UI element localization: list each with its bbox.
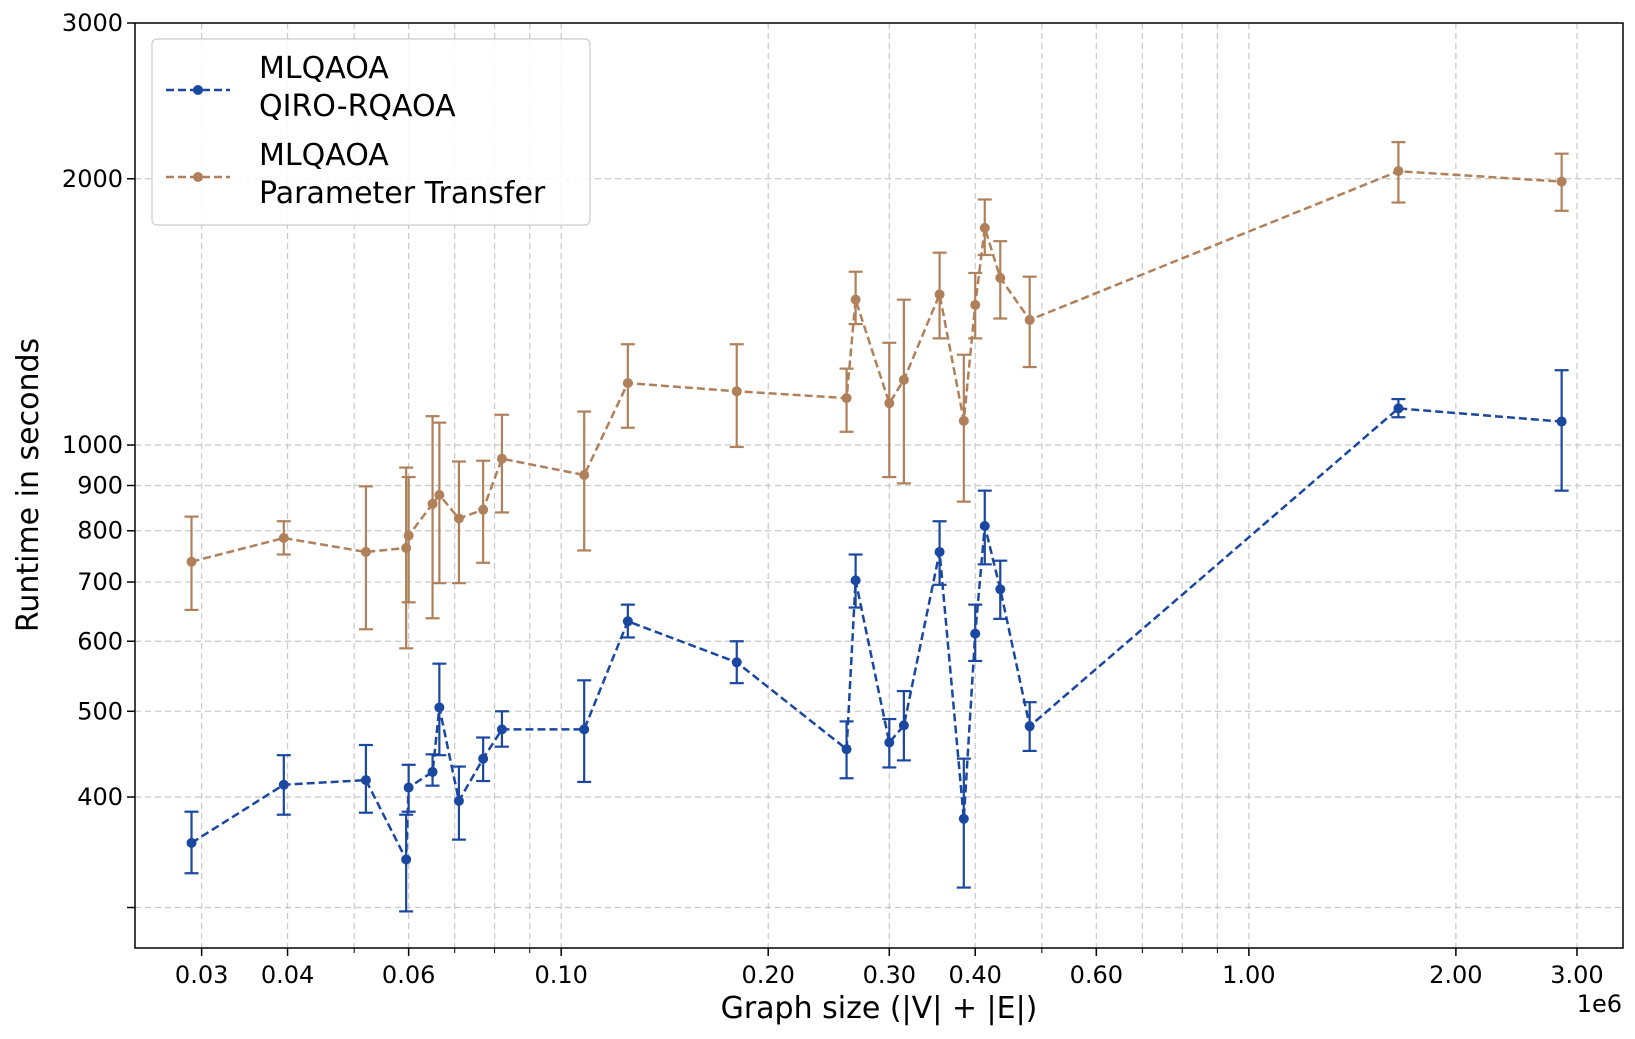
x-offset-label: 1e6 [1577, 990, 1622, 1018]
data-point [1393, 166, 1404, 177]
legend: MLQAOA QIRO-RQAOA MLQAOA Parameter Trans… [151, 38, 591, 226]
data-point [278, 779, 289, 790]
data-point [958, 813, 969, 824]
x-tick-label: 3.00 [1550, 961, 1603, 989]
data-point [1393, 403, 1404, 414]
data-point [1024, 314, 1035, 325]
x-tick-label: 0.30 [863, 961, 916, 989]
x-tick-label: 1.00 [1222, 961, 1275, 989]
legend-box [151, 38, 591, 226]
data-point [453, 795, 464, 806]
data-point [884, 398, 895, 409]
data-point [970, 299, 981, 310]
data-point [970, 628, 981, 639]
y-tick-label: 600 [77, 627, 123, 655]
data-point [403, 782, 414, 793]
x-tick-label: 0.20 [741, 961, 794, 989]
legend-entry-qiro-rqaoa: MLQAOA QIRO-RQAOA [166, 51, 456, 124]
series-0 [184, 369, 1569, 913]
data-point [841, 393, 852, 404]
data-point [478, 504, 489, 515]
data-point [278, 533, 289, 544]
x-tick-label: 0.03 [175, 961, 228, 989]
x-tick-label: 2.00 [1429, 961, 1482, 989]
legend-entry-parameter-transfer: MLQAOA Parameter Transfer [166, 138, 546, 211]
data-point [186, 837, 197, 848]
data-point [850, 575, 861, 586]
data-point [850, 294, 861, 305]
legend-label-line-2: Parameter Transfer [259, 176, 546, 211]
data-point [186, 556, 197, 567]
data-point [995, 272, 1006, 283]
data-point [898, 720, 909, 731]
data-point [622, 616, 633, 627]
y-tick-label: 3000 [62, 9, 123, 37]
data-point [360, 775, 371, 786]
data-point [496, 724, 507, 735]
y-tick-label: 900 [77, 472, 123, 500]
data-point [496, 453, 507, 464]
data-point [579, 469, 590, 480]
data-point [958, 415, 969, 426]
data-point [898, 374, 909, 385]
data-point [934, 289, 945, 300]
data-point [731, 657, 742, 668]
legend-label-line-2: QIRO-RQAOA [259, 89, 456, 124]
y-tick-label: 700 [77, 568, 123, 596]
data-point [579, 724, 590, 735]
data-point [1024, 721, 1035, 732]
data-point [841, 744, 852, 755]
x-tick-label: 0.06 [382, 961, 435, 989]
y-tick-label: 500 [77, 697, 123, 725]
y-axis-label: Runtime in seconds [11, 338, 46, 632]
data-point [427, 766, 438, 777]
legend-label-line-1: MLQAOA [259, 138, 389, 173]
data-point [478, 753, 489, 764]
y-tick-label: 400 [77, 783, 123, 811]
x-axis-label: Graph size (|V| + |E|) [721, 991, 1038, 1026]
x-tick-label: 0.04 [261, 961, 314, 989]
data-point [453, 513, 464, 524]
legend-marker-qiro-rqaoa [193, 85, 203, 95]
data-point [360, 546, 371, 557]
data-point [427, 498, 438, 509]
data-point [401, 854, 412, 865]
x-tick-label: 0.60 [1070, 961, 1123, 989]
data-point [1556, 416, 1567, 427]
data-point [403, 530, 414, 541]
data-point [934, 546, 945, 557]
legend-marker-parameter-transfer [193, 172, 203, 182]
data-point [731, 386, 742, 397]
series-layer [184, 141, 1569, 913]
y-tick-label: 2000 [62, 165, 123, 193]
data-point [1556, 176, 1567, 187]
data-point [979, 520, 990, 531]
data-point [434, 490, 445, 501]
x-tick-label: 0.40 [948, 961, 1001, 989]
data-point [884, 737, 895, 748]
legend-label-line-1: MLQAOA [259, 51, 389, 86]
y-tick-label: 800 [77, 517, 123, 545]
data-point [434, 702, 445, 713]
axis-ticks: 0.03 0.04 0.06 0.10 0.20 0.30 0.40 0.60 1.00 2.00… [62, 9, 1604, 989]
data-point [622, 378, 633, 389]
series-1 [184, 141, 1569, 650]
data-point [995, 584, 1006, 595]
y-tick-label: 1000 [62, 431, 123, 459]
data-point [401, 542, 412, 553]
x-tick-label: 0.10 [534, 961, 587, 989]
data-point [979, 222, 990, 233]
